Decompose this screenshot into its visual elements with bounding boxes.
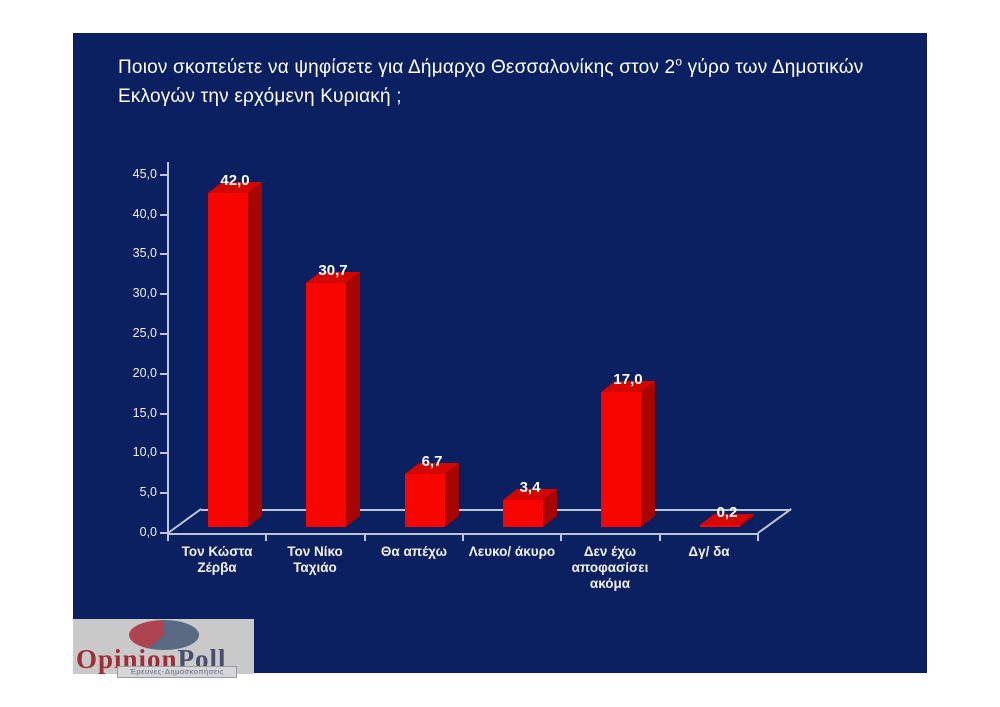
y-tick-label: 0,0 (139, 525, 157, 539)
bar-front-face (601, 392, 641, 527)
y-tick-label: 25,0 (132, 326, 157, 340)
y-axis-tick (160, 452, 168, 455)
title-superscript: ο (675, 54, 683, 69)
y-tick-label: 30,0 (132, 286, 157, 300)
slide: Ποιον σκοπεύετε να ψηφίσετε για Δήμαρχο … (73, 33, 927, 678)
bar-front-face (306, 283, 346, 527)
bar-front-face (208, 193, 248, 527)
category-label: Τον Νίκο Ταχιάο (287, 544, 343, 575)
bar-side-face (346, 272, 360, 527)
y-axis-tick (160, 372, 168, 375)
category-label: Δγ/ δα (688, 544, 730, 559)
y-axis-tick (160, 333, 168, 335)
y-axis-tick (160, 412, 168, 415)
floor-right-edge (757, 508, 792, 534)
x-axis-tick (659, 533, 661, 541)
y-tick-label: 20,0 (132, 366, 157, 380)
y-axis-tick (160, 293, 168, 296)
category-label: Θα απέχω (380, 544, 448, 559)
floor-back-line (201, 509, 791, 511)
y-axis-tick (160, 173, 168, 176)
bar-front-face (700, 525, 740, 527)
bar-value-label: 17,0 (613, 371, 643, 388)
category-label: Τον Κώστα Ζέρβα (181, 544, 253, 575)
bar-value-label: 6,7 (421, 453, 443, 470)
title-line1-post: γύρο των Δημοτικών (682, 57, 864, 78)
x-axis-tick (560, 533, 562, 541)
y-axis-tick (160, 253, 168, 256)
category-label: Δεν έχω αποφασίσει ακόμα (571, 544, 649, 591)
y-tick-label: 15,0 (132, 406, 157, 420)
title-line2: Εκλογών την ερχόμενη Κυριακή ; (118, 86, 402, 107)
y-tick-label: 35,0 (132, 246, 157, 260)
opinion-poll-logo: OpinionPoll Έρευνες-Δημοσκοπήσεις (73, 619, 254, 678)
y-axis-tick (160, 532, 168, 534)
y-axis-line (167, 162, 169, 535)
logo-tagline: Έρευνες-Δημοσκοπήσεις (117, 666, 237, 678)
bar-value-label: 3,4 (519, 479, 541, 496)
x-axis-tick (167, 533, 169, 541)
bar-value-label: 0,2 (716, 504, 738, 521)
y-tick-label: 5,0 (139, 485, 157, 499)
pie-chart-logo-icon (129, 620, 199, 650)
bar-front-face (503, 500, 543, 527)
floor-left-edge (167, 508, 202, 534)
x-axis-tick (364, 533, 366, 541)
x-axis-tick (265, 533, 267, 541)
x-axis-tick (757, 533, 759, 541)
y-tick-label: 40,0 (132, 207, 157, 221)
bar-side-face (248, 182, 262, 527)
bar-side-face (641, 381, 655, 527)
category-label: Λευκο/ άκυρο (468, 544, 556, 559)
title-line1-pre: Ποιον σκοπεύετε να ψηφίσετε για Δήμαρχο … (118, 57, 676, 78)
bar-value-label: 42,0 (220, 172, 250, 189)
y-tick-label: 45,0 (132, 167, 157, 181)
bar-side-face (445, 463, 459, 527)
bar-front-face (405, 474, 445, 527)
y-axis-tick (160, 213, 168, 216)
bar-value-label: 30,7 (318, 262, 348, 279)
slide-title: Ποιον σκοπεύετε να ψηφίσετε για Δήμαρχο … (118, 53, 888, 111)
y-tick-label: 10,0 (132, 445, 157, 459)
chart: 0,0 5,0 10,0 15,0 20,0 25,0 30,0 35,0 40,0 45,0 42… (73, 33, 927, 673)
x-axis-tick (462, 533, 464, 541)
y-axis-tick (160, 492, 168, 495)
